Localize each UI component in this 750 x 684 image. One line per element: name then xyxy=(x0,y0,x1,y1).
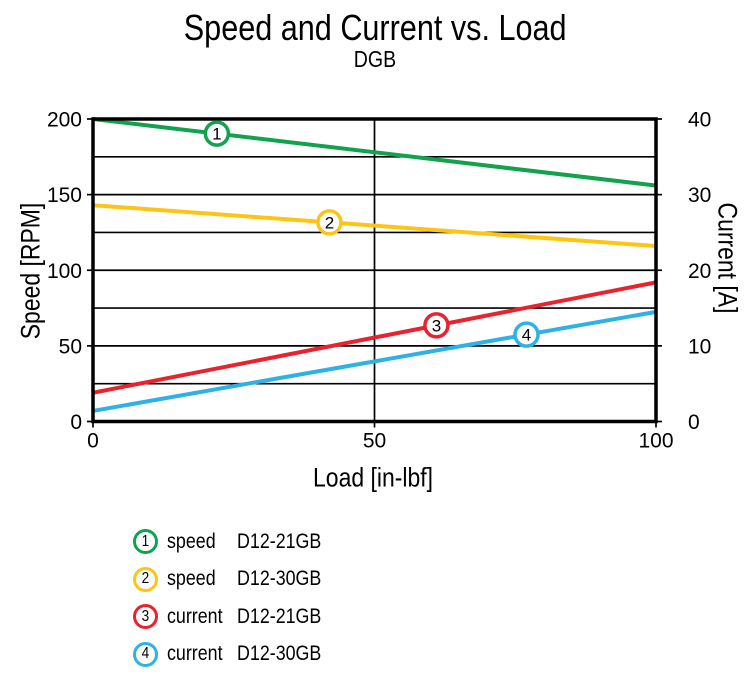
chart-title: Speed and Current vs. Load xyxy=(0,9,750,47)
legend: 1 speed D12-21GB 2 speed D12-30GB 3 curr… xyxy=(133,529,336,679)
y-axis-title-left-text: Speed [RPM] xyxy=(15,202,46,340)
series-marker-3-icon xyxy=(423,312,450,339)
x-tick-label: 100 xyxy=(638,430,673,453)
series-line-1 xyxy=(92,117,657,188)
series-marker-2-icon xyxy=(316,209,343,236)
chart-subtitle-text: DGB xyxy=(353,46,397,72)
legend-model-label: D12-30GB xyxy=(237,642,322,665)
y-right-tick-label: 0 xyxy=(688,411,700,434)
x-tick-label: 0 xyxy=(87,430,99,453)
y-right-tick-label: 10 xyxy=(688,335,711,358)
y-left-tick-label: 0 xyxy=(70,411,82,434)
series-marker-3-number: 3 xyxy=(432,316,441,335)
y-right-tick-label: 40 xyxy=(688,109,711,132)
legend-marker-1-icon: 1 xyxy=(133,529,158,554)
y-left-tick-label: 50 xyxy=(59,335,82,358)
legend-marker-1-number: 1 xyxy=(141,532,150,550)
chart-subtitle: DGB xyxy=(0,47,750,71)
y-right-tick-label: 30 xyxy=(688,184,711,207)
y-left-tick-label: 100 xyxy=(47,260,82,283)
legend-kind-label: speed xyxy=(167,529,216,553)
legend-item: 3 current D12-21GB xyxy=(133,604,336,629)
series-line-3 xyxy=(92,280,657,395)
y-left-tick-label: 150 xyxy=(47,184,82,207)
x-axis-title: Load [in-lbf] xyxy=(302,463,443,494)
series-line-4 xyxy=(92,309,657,413)
series-line-2 xyxy=(92,203,657,249)
legend-marker-2-number: 2 xyxy=(141,570,150,587)
x-tick-label: 50 xyxy=(363,430,386,453)
series-marker-4-icon xyxy=(513,321,540,348)
legend-kind-label: speed xyxy=(167,567,216,590)
legend-item: 1 speed D12-21GB xyxy=(133,529,336,554)
legend-marker-2-icon: 2 xyxy=(133,566,158,592)
series-marker-2-number: 2 xyxy=(325,213,334,232)
y-axis-title-left: Speed [RPM] xyxy=(16,191,47,352)
legend-marker-4-number: 4 xyxy=(141,645,150,662)
legend-marker-3-number: 3 xyxy=(141,607,150,625)
legend-model-label: D12-30GB xyxy=(237,567,322,590)
legend-marker-3-icon: 3 xyxy=(133,604,158,629)
series-marker-1-icon xyxy=(203,120,231,147)
legend-kind-label: current xyxy=(167,604,223,628)
x-axis-title-text: Load [in-lbf] xyxy=(313,462,433,493)
legend-item: 2 speed D12-30GB xyxy=(133,566,336,592)
y-right-tick-label: 20 xyxy=(688,260,711,283)
y-left-tick-label: 200 xyxy=(47,109,82,132)
legend-item: 4 current D12-30GB xyxy=(133,641,336,667)
legend-model-label: D12-21GB xyxy=(237,529,322,553)
series-marker-1-number: 1 xyxy=(212,125,221,144)
chart-title-text: Speed and Current vs. Load xyxy=(183,7,567,48)
legend-marker-4-icon: 4 xyxy=(133,641,158,667)
y-axis-title-right-text: Current [A] xyxy=(712,202,743,314)
series-marker-4-number: 4 xyxy=(522,326,531,345)
y-axis-title-right: Current [A] xyxy=(712,193,743,324)
legend-kind-label: current xyxy=(167,642,223,665)
legend-model-label: D12-21GB xyxy=(237,604,322,628)
